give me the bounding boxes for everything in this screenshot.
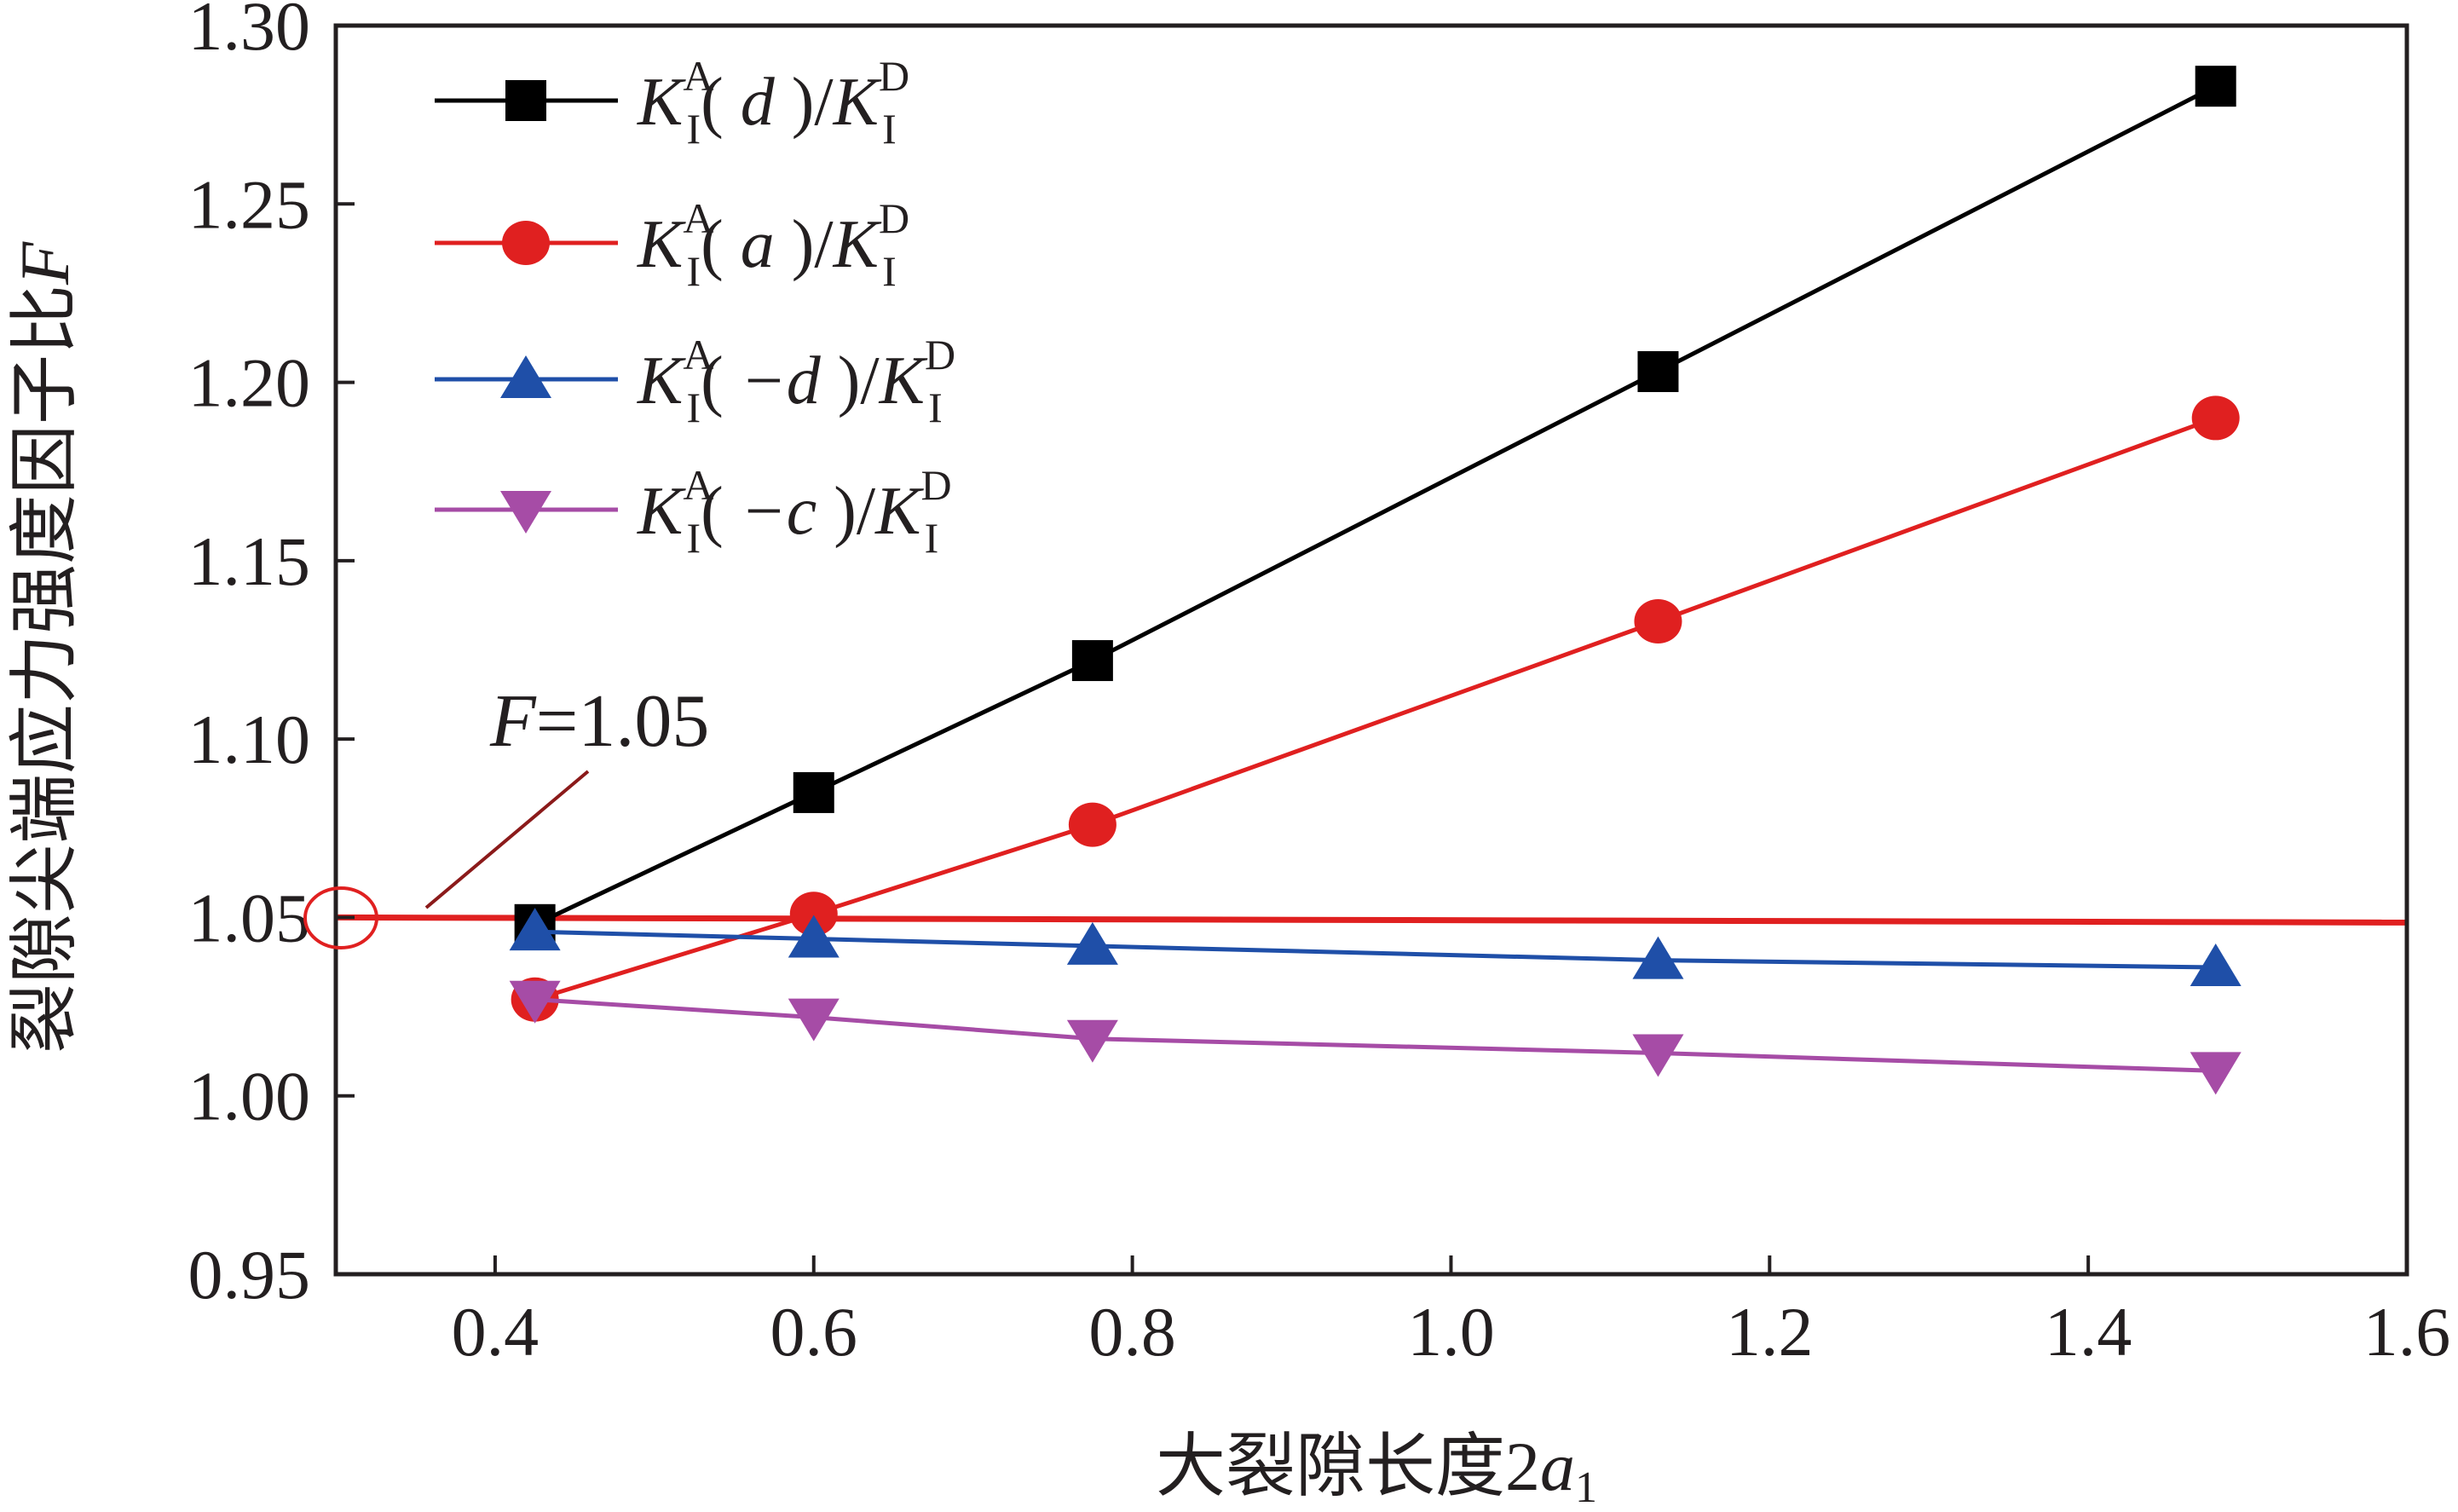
x-tick-label-6: 1.6: [2363, 1293, 2451, 1371]
data-point-1-2: [1068, 802, 1116, 847]
legend-item-3: KA I( −c )/KD I: [435, 461, 952, 562]
data-point-3-3: [1632, 1034, 1684, 1077]
legend-label-0: KA I( d )/KD I: [637, 52, 909, 153]
y-tick-label-3: 1.10: [188, 701, 311, 778]
reference-layer: [335, 914, 2408, 926]
x-tick-label-3: 1.0: [1407, 1293, 1495, 1371]
data-point-2-4: [2190, 944, 2242, 987]
data-point-2-1: [788, 915, 840, 958]
y-tick-label-5: 1.20: [188, 344, 311, 422]
legend-item-1: KA I( a )/KD I: [435, 194, 909, 295]
y-axis-label: 裂隙尖端应力强度因子比F: [6, 241, 84, 1053]
legend-item-2: KA I( −d )/KD I: [435, 331, 955, 431]
data-point-2-3: [1632, 936, 1684, 979]
data-point-1-4: [2191, 395, 2240, 441]
series-layer: [509, 66, 2242, 1095]
y-tick-label-1: 1.00: [188, 1058, 311, 1135]
plot-frame: [333, 23, 2409, 1277]
y-tick-label-0: 0.95: [188, 1236, 311, 1313]
data-point-0-3: [1637, 351, 1679, 393]
data-point-2-0: [509, 908, 561, 951]
legend-marker-0: [505, 80, 546, 121]
series-line-3: [534, 997, 2216, 1073]
reference-highlight-circle: [303, 886, 378, 949]
data-point-0-1: [793, 771, 834, 813]
legend-label-1: KA I( a )/KD I: [637, 194, 909, 295]
legend-label-3: KA I( −c )/KD I: [637, 461, 952, 562]
series-line-2: [534, 929, 2216, 970]
data-point-1-3: [1634, 599, 1682, 644]
x-tick-label-5: 1.4: [2045, 1293, 2132, 1371]
y-tick-label-6: 1.25: [188, 165, 311, 243]
y-tick-label-7: 1.30: [188, 0, 311, 65]
x-tick-label-2: 0.8: [1088, 1293, 1176, 1371]
data-point-3-0: [509, 980, 561, 1024]
legend-marker-2: [500, 355, 551, 398]
y-tick-label-2: 1.05: [188, 879, 311, 956]
legend-marker-1: [502, 221, 550, 265]
series-2: [509, 908, 2242, 987]
x-tick-label-0: 0.4: [452, 1293, 539, 1371]
data-point-0-2: [1071, 640, 1113, 682]
series-0: [514, 66, 2236, 945]
x-tick-label-4: 1.2: [1726, 1293, 1814, 1371]
data-point-3-1: [788, 998, 840, 1042]
legend: KA I( d )/KD I KA I( a )/KD I KA I( −d )/KD I KA I…: [435, 52, 955, 562]
y-tick-label-4: 1.15: [188, 522, 311, 600]
axes-layer: 0.4 0.6 0.8 1.0 1.2 1.4 1.6 0.95 1.00 1.05 1.10 1.1…: [188, 0, 2451, 1371]
reference-annotation: F=1.05: [489, 680, 709, 763]
data-point-3-4: [2190, 1052, 2242, 1095]
x-tick-label-1: 0.6: [770, 1293, 858, 1371]
x-axis-label: 大裂隙长度2a1: [1156, 1428, 1597, 1512]
series-3: [509, 980, 2242, 1095]
data-point-0-4: [2195, 66, 2236, 107]
data-point-3-2: [1066, 1019, 1118, 1063]
legend-item-0: KA I( d )/KD I: [435, 52, 909, 153]
reference-line: [335, 914, 2408, 926]
legend-marker-3: [500, 491, 551, 534]
annotation-leader-line: [424, 770, 590, 909]
legend-label-2: KA I( −d )/KD I: [637, 331, 955, 431]
data-point-1-1: [789, 892, 838, 937]
data-point-2-2: [1066, 921, 1118, 965]
